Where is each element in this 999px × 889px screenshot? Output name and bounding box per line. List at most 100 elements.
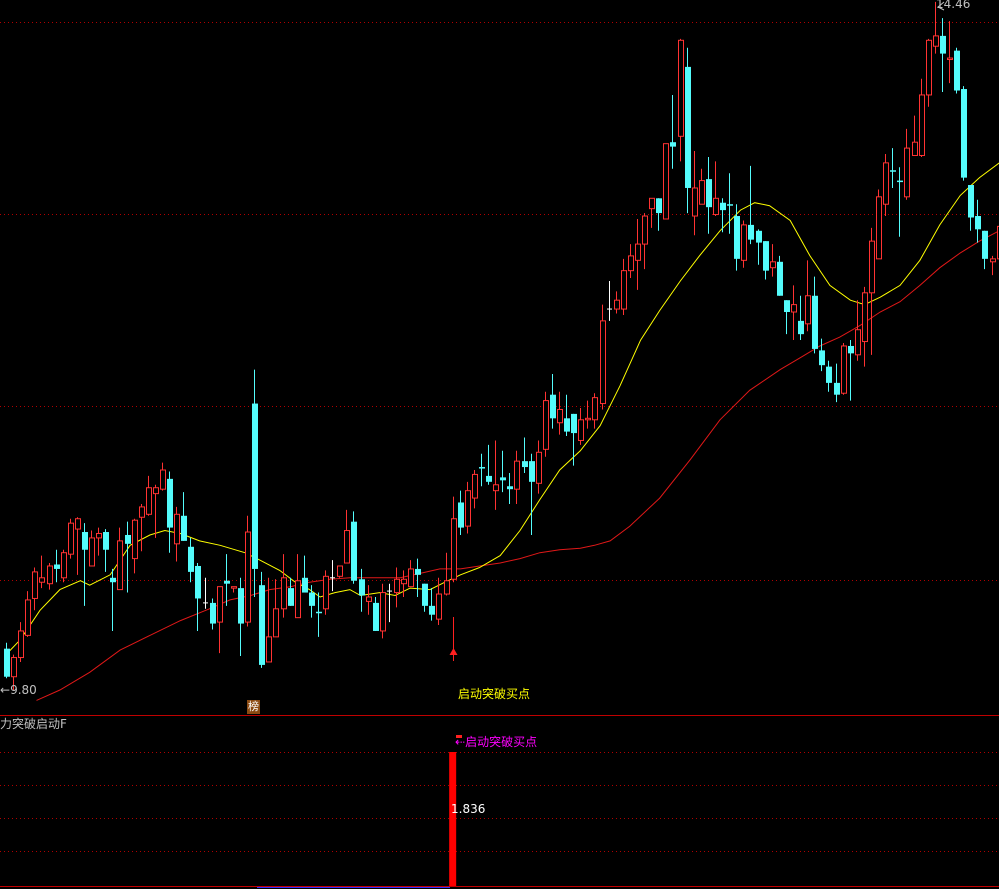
candle-body [47,565,53,585]
indicator-title[interactable]: 力突破启动F [0,717,67,731]
candle-body [500,477,506,481]
candle [224,554,230,606]
candle-body [323,575,329,610]
candle [465,481,471,534]
candle-body [713,197,719,216]
candle-body [926,39,932,96]
candle-body [890,170,896,172]
price-low-label: ←9.80 [0,683,37,697]
candle [954,47,960,94]
candle [366,585,372,615]
candle [96,527,102,556]
candle [231,586,237,593]
candle [75,517,81,575]
candle-body [281,577,287,610]
candle [259,571,265,668]
candle-body [415,568,421,575]
candle [479,453,485,487]
candle-body [529,461,535,482]
candle [316,592,322,637]
candle [117,527,123,591]
candle-body [904,147,910,198]
candle-body [252,403,258,569]
candle-body [614,299,620,310]
candle-body [380,592,386,632]
candle [323,570,329,615]
candle [4,642,10,679]
bar-value-label: 1.836 [451,802,486,816]
candle-body [763,241,769,271]
candle [862,286,868,367]
candle-body [451,518,457,580]
candle [713,161,719,217]
candle [720,198,726,233]
candle [330,560,335,592]
candle-body [897,180,903,183]
candle [451,496,457,583]
candle-body [514,460,520,490]
candle-body [32,571,38,599]
signal-arrow-icon [449,617,458,661]
candle-body [770,261,776,269]
candle-body [25,599,31,636]
candle-body [266,636,272,663]
candle-body [4,648,10,677]
candle-body [359,579,365,596]
candle-body [961,89,967,178]
candle [266,577,272,663]
candle [252,369,258,597]
candle-body [465,490,471,527]
candle [458,490,464,535]
candle [351,511,357,584]
candle [387,583,392,623]
candle-body [805,295,811,325]
candle-body [75,518,81,530]
candle-body [748,224,754,240]
candle-body [578,419,584,441]
candle [288,577,294,606]
candle [912,115,918,156]
candle-body [862,292,868,343]
candle-body [812,295,818,349]
candle-body [295,580,301,619]
candle-body [408,568,414,588]
candle-body [82,532,88,550]
candle-body [132,519,138,560]
candle-body [139,506,145,518]
sub-signal-label: ⇠启动突破买点 [455,735,537,749]
candle [621,258,627,315]
candle-body [316,611,322,614]
candle-body [373,602,379,631]
candle-body [54,564,60,569]
candle-body [245,531,251,623]
candle [429,588,435,621]
candle [834,363,840,403]
candle-body [756,230,762,243]
candle [734,204,740,271]
candle-body [273,608,279,638]
candle-body [39,577,45,583]
candle-body [309,592,315,606]
candle [295,554,301,619]
candle-body [656,198,662,214]
main-grid [0,22,999,581]
candle [245,515,251,627]
candle [195,563,201,631]
high-pointer-icon [937,1,945,11]
candles [4,1,999,691]
candle [188,537,194,583]
candle-body [933,35,939,47]
candle [514,450,520,504]
arrow-head [449,648,458,655]
candle [904,128,910,200]
candle [394,567,400,608]
candle-body [670,142,676,147]
candle [784,300,790,335]
candle-body [635,243,641,261]
candle-body [401,578,407,585]
candle [373,596,379,631]
rank-badge[interactable]: 榜 [247,700,260,714]
candle [146,475,152,516]
candle-body [784,300,790,313]
